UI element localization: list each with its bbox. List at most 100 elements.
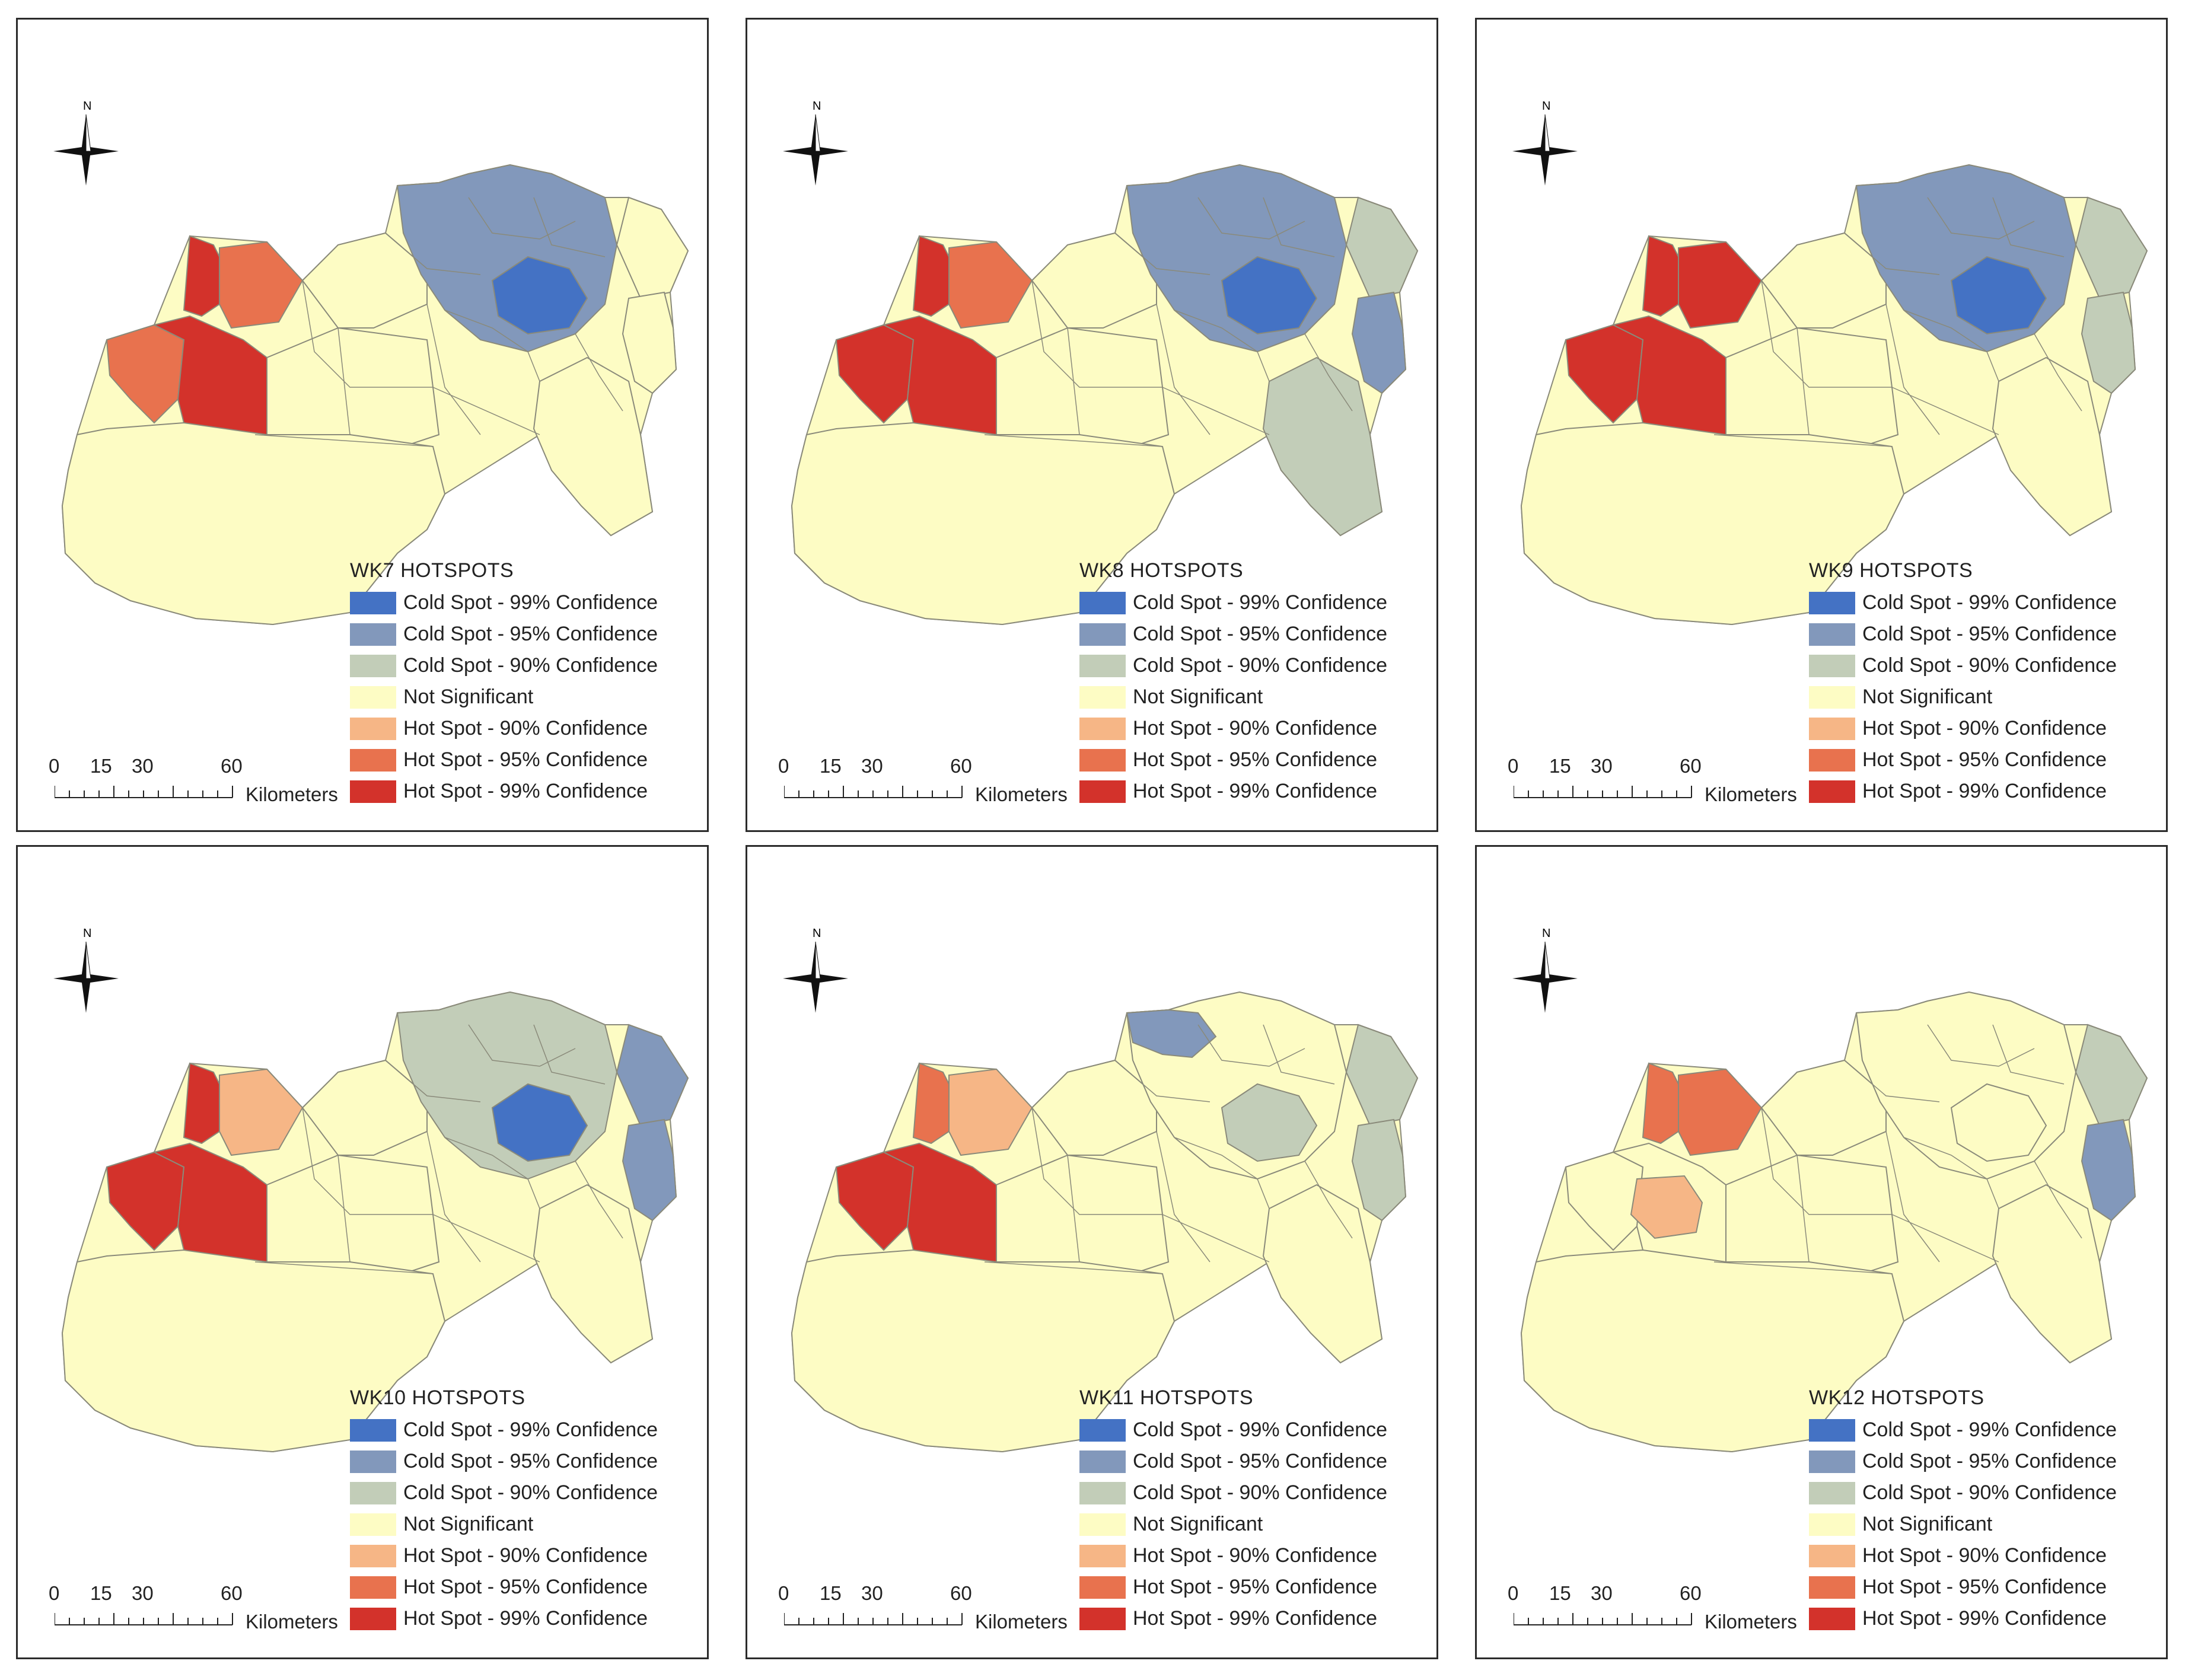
legend-label: Hot Spot - 95% Confidence (1133, 748, 1378, 771)
legend-item: Not Significant (1079, 681, 1387, 713)
map-panel: N WK8 HOTSPOTS Cold Spot - 99% Confidence C… (746, 18, 1438, 832)
legend-swatch (1079, 623, 1126, 646)
district-boundary (385, 232, 481, 275)
legend-item: Cold Spot - 95% Confidence (1809, 1446, 2117, 1477)
legend-title: WK10 HOTSPOTS (350, 1386, 525, 1409)
scale-tick-label: 15 (820, 1582, 842, 1604)
district-boundary (1903, 1137, 1999, 1209)
district-boundary (1067, 327, 1080, 435)
region-nw-right (219, 241, 304, 329)
district-boundary (385, 1060, 481, 1102)
district-boundary (533, 197, 606, 257)
scale-bar-ruler (784, 1613, 963, 1625)
legend-item: Cold Spot - 90% Confidence (350, 1477, 658, 1509)
scale-tick-label: 30 (132, 1582, 154, 1604)
legend-item: Not Significant (1809, 681, 2117, 713)
scale-tick-label: 30 (132, 755, 154, 777)
legend-swatch (1079, 591, 1126, 614)
region-north-center (1031, 1059, 1157, 1156)
district-boundary (444, 1137, 540, 1209)
legend-swatch (350, 591, 396, 614)
region-south-east (533, 1184, 654, 1364)
scale-tick-label: 0 (778, 755, 789, 777)
legend-label: Hot Spot - 90% Confidence (1133, 717, 1378, 739)
legend-item: Cold Spot - 95% Confidence (1079, 1446, 1387, 1477)
district-boundary (1761, 280, 1892, 388)
district-boundary (1304, 1161, 1353, 1239)
scale-bar: 0 15 30 60 Kilometers (778, 755, 1092, 805)
legend-item: Hot Spot - 95% Confidence (1079, 1571, 1387, 1603)
district-boundary (337, 1155, 351, 1263)
legend-item: Cold Spot - 95% Confidence (1809, 619, 2117, 650)
region-nw-right (948, 241, 1033, 329)
legend-item: Hot Spot - 90% Confidence (350, 713, 658, 744)
district-boundary (1885, 304, 1940, 435)
legend-swatch (1079, 780, 1126, 803)
district-boundary (302, 280, 433, 388)
legend-label: Cold Spot - 99% Confidence (1862, 1418, 2117, 1441)
legend-label: Hot Spot - 90% Confidence (1862, 717, 2107, 739)
district-boundary (1713, 1261, 1893, 1274)
scale-bar: 0 15 30 60 Kilometers (1508, 1582, 1822, 1633)
north-label: N (83, 100, 91, 113)
scale-tick-label: 60 (1680, 755, 1702, 777)
legend-swatch (1809, 1576, 1855, 1599)
region-big-south (61, 1249, 446, 1453)
legend-label: Hot Spot - 99% Confidence (403, 1607, 648, 1630)
legend-item: Not Significant (1809, 1509, 2117, 1540)
district-boundary (1713, 434, 1893, 447)
legend: WK12 HOTSPOTS Cold Spot - 99% Confidence C… (1809, 1386, 2117, 1634)
legend-label: Hot Spot - 90% Confidence (403, 1544, 648, 1567)
scale-tick-label: 60 (1680, 1582, 1702, 1604)
map-panel: N WK10 HOTSPOTS Cold Spot - 99% Confidence… (16, 845, 709, 1659)
legend-swatch (1809, 748, 1855, 772)
legend-item: Hot Spot - 99% Confidence (1809, 1603, 2117, 1634)
legend-label: Cold Spot - 99% Confidence (403, 1418, 658, 1441)
scale-units-label: Kilometers (246, 783, 338, 805)
north-arrow-icon (783, 941, 848, 1013)
region-ne-core (1221, 1083, 1318, 1162)
district-boundary (432, 1214, 540, 1263)
legend-swatch (1079, 717, 1126, 740)
district-boundary (432, 387, 540, 435)
legend-title: WK11 HOTSPOTS (1079, 1386, 1254, 1409)
legend-label: Cold Spot - 90% Confidence (1133, 654, 1388, 677)
legend-swatch (1809, 1418, 1855, 1442)
scale-tick-label: 60 (950, 1582, 972, 1604)
district-boundary (254, 434, 434, 447)
legend-title: WK9 HOTSPOTS (1809, 559, 1973, 582)
legend-item: Cold Spot - 95% Confidence (350, 1446, 658, 1477)
region-nw-right (1678, 241, 1763, 329)
legend-label: Cold Spot - 95% Confidence (1862, 623, 2117, 645)
legend: WK11 HOTSPOTS Cold Spot - 99% Confidence C… (1079, 1386, 1387, 1634)
scale-units-label: Kilometers (246, 1611, 338, 1633)
district-boundary (426, 1131, 481, 1263)
legend: WK9 HOTSPOTS Cold Spot - 99% Confidence Co… (1809, 559, 2117, 807)
legend-swatch (350, 1576, 396, 1599)
scale-units-label: Kilometers (975, 1611, 1068, 1633)
region-east-strip (1351, 291, 1407, 394)
legend-label: Hot Spot - 99% Confidence (403, 780, 648, 802)
scale-tick-label: 60 (221, 755, 243, 777)
north-label: N (1542, 100, 1550, 113)
legend-swatch (1809, 1450, 1855, 1473)
legend-swatch (350, 623, 396, 646)
district-boundary (1903, 310, 1999, 382)
legend-swatch (1809, 780, 1855, 803)
region-big-south (1520, 1249, 1905, 1453)
legend-label: Hot Spot - 95% Confidence (403, 1576, 648, 1598)
legend-item: Hot Spot - 95% Confidence (350, 744, 658, 776)
district-boundary (1927, 197, 2035, 240)
scale-tick-label: 15 (90, 755, 112, 777)
region-west-patch (1630, 1175, 1703, 1239)
region-big-south (791, 422, 1176, 626)
legend-label: Cold Spot - 90% Confidence (1862, 654, 2117, 677)
legend-item: Cold Spot - 99% Confidence (350, 1414, 658, 1446)
scale-bar: 0 15 30 60 Kilometers (49, 755, 363, 805)
region-nw-right (948, 1068, 1033, 1156)
region-north-center (301, 232, 428, 329)
region-map: N (53, 100, 689, 626)
legend-swatch (1079, 1450, 1126, 1473)
legend-item: Cold Spot - 90% Confidence (1809, 1477, 2117, 1509)
district-boundary (1162, 387, 1270, 435)
